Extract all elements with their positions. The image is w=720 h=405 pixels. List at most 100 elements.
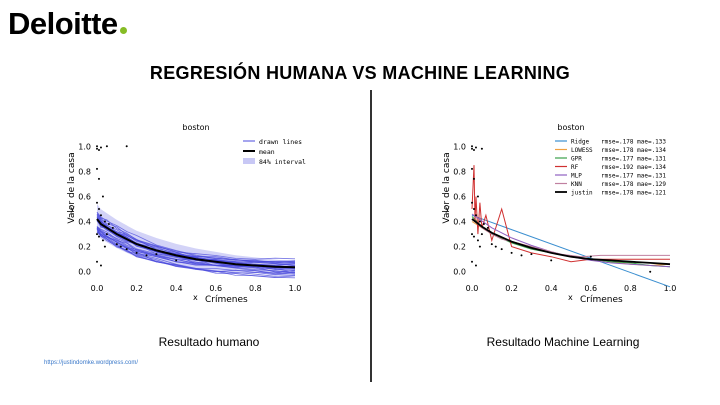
data-point (155, 253, 158, 256)
x-axis-label: Crímenes (580, 295, 623, 305)
legend-series-metric: rmse=.178 mae=.134 (601, 147, 666, 154)
data-point (500, 248, 503, 251)
data-point (471, 145, 473, 148)
y-tick-label: 0.4 (453, 218, 466, 227)
drawn-line (96, 231, 296, 277)
y-tick-label: 0.8 (453, 167, 466, 176)
logo-green-dot (119, 27, 127, 34)
data-point (474, 264, 477, 267)
legend-series-metric: rmse=.178 mae=.121 (601, 190, 666, 197)
x-tick-label: 0.2 (505, 284, 518, 293)
x-tick-label: 0.4 (170, 284, 183, 293)
source-link[interactable]: https://justindomke.wordpress.com/ (44, 360, 139, 366)
legend-series-name: LOWESS (571, 147, 593, 154)
legend-swatch-interval (243, 158, 255, 164)
legend-series-metric: rmse=.192 mae=.134 (601, 164, 666, 171)
legend-label: mean (259, 148, 275, 156)
data-point (476, 239, 479, 242)
data-point (125, 145, 128, 148)
chart-title: boston (557, 123, 584, 132)
x-tick-label: 0.0 (91, 284, 104, 293)
data-point (97, 149, 100, 152)
x-tick-label: 0.0 (466, 284, 479, 293)
data-point (550, 259, 553, 262)
y-tick-label: 0.8 (78, 167, 91, 176)
y-axis-letter: y (445, 204, 450, 213)
x-tick-label: 0.6 (209, 284, 222, 293)
legend-series-metric: rmse=.177 mae=.131 (601, 156, 666, 163)
legend-series-name: Ridge (571, 139, 589, 146)
y-tick-label: 0.6 (453, 192, 466, 201)
legend-label: 84% interval (259, 158, 306, 166)
y-tick-label: 0.6 (78, 192, 91, 201)
data-point (99, 146, 102, 149)
y-axis-label: Valor de la casa (67, 152, 77, 223)
data-point (96, 260, 98, 263)
legend-series-name: KNN (571, 181, 582, 188)
data-point (589, 255, 592, 258)
y-tick-label: 0.0 (453, 268, 466, 277)
data-point (175, 259, 178, 262)
series-line-knn (471, 218, 670, 258)
data-point (476, 195, 479, 198)
data-point (96, 167, 98, 170)
x-tick-label: 1.0 (289, 284, 302, 293)
data-point (472, 177, 475, 180)
data-point (97, 235, 100, 238)
mean-line (96, 218, 296, 269)
caption-human: Resultado humano (158, 335, 260, 349)
data-point (472, 235, 475, 238)
data-point (478, 245, 481, 248)
data-point (530, 253, 533, 256)
data-point (119, 245, 122, 248)
legend-label: drawn lines (259, 138, 302, 146)
data-point (103, 220, 106, 223)
data-point (480, 147, 483, 150)
x-axis-label: Crímenes (205, 295, 248, 305)
series-line-justin (471, 218, 671, 266)
data-point (474, 214, 477, 217)
caption-ml: Resultado Machine Learning (486, 335, 640, 349)
x-tick-label: 0.4 (545, 284, 558, 293)
drawn-line (96, 226, 296, 279)
data-point (135, 251, 138, 254)
data-point (471, 260, 473, 263)
data-point (472, 208, 475, 210)
y-tick-label: 0.4 (78, 218, 91, 227)
data-point (145, 254, 148, 257)
y-tick-label: 1.0 (453, 142, 466, 151)
legend-series-metric: rmse=.177 mae=.131 (601, 173, 666, 180)
data-point (649, 270, 652, 273)
data-point (490, 243, 493, 246)
vertical-divider (370, 90, 372, 382)
x-axis-letter: x (568, 293, 573, 302)
data-point (96, 201, 98, 204)
data-point (510, 251, 513, 254)
slide-title: REGRESIÓN HUMANA VS MACHINE LEARNING (149, 63, 571, 83)
chart-human: boston 0.0 0.2 0.4 0.6 0.8 1.0 0.0 0.2 0.4 0.6 0.8 1… (67, 123, 306, 305)
data-point (105, 145, 108, 148)
data-point (105, 233, 108, 236)
y-tick-label: 1.0 (78, 142, 91, 151)
data-point (103, 245, 106, 248)
legend-series-name: justin (571, 190, 593, 197)
data-point (494, 245, 497, 248)
data-point (486, 226, 489, 229)
legend-series-metric: rmse=.178 mae=.129 (601, 181, 666, 188)
data-point (471, 167, 473, 170)
chart-title: boston (182, 123, 209, 132)
y-tick-label: 0.2 (78, 243, 91, 252)
data-point (96, 147, 98, 150)
chart-ml: boston 0.0 0.2 0.4 0.6 0.8 1.0 0.0 0.2 0.4 0.6 0.8 1… (442, 123, 676, 305)
x-axis-letter: x (193, 293, 198, 302)
x-tick-label: 0.6 (584, 284, 597, 293)
y-tick-label: 0.2 (453, 243, 466, 252)
legend-series-name: RF (571, 164, 579, 171)
legend-series-metric: rmse=.178 mae=.133 (601, 139, 666, 146)
x-tick-label: 0.2 (130, 284, 143, 293)
data-point (471, 147, 473, 150)
data-point (101, 239, 104, 242)
data-point (101, 195, 104, 198)
data-point (97, 177, 100, 180)
data-point (107, 223, 110, 226)
